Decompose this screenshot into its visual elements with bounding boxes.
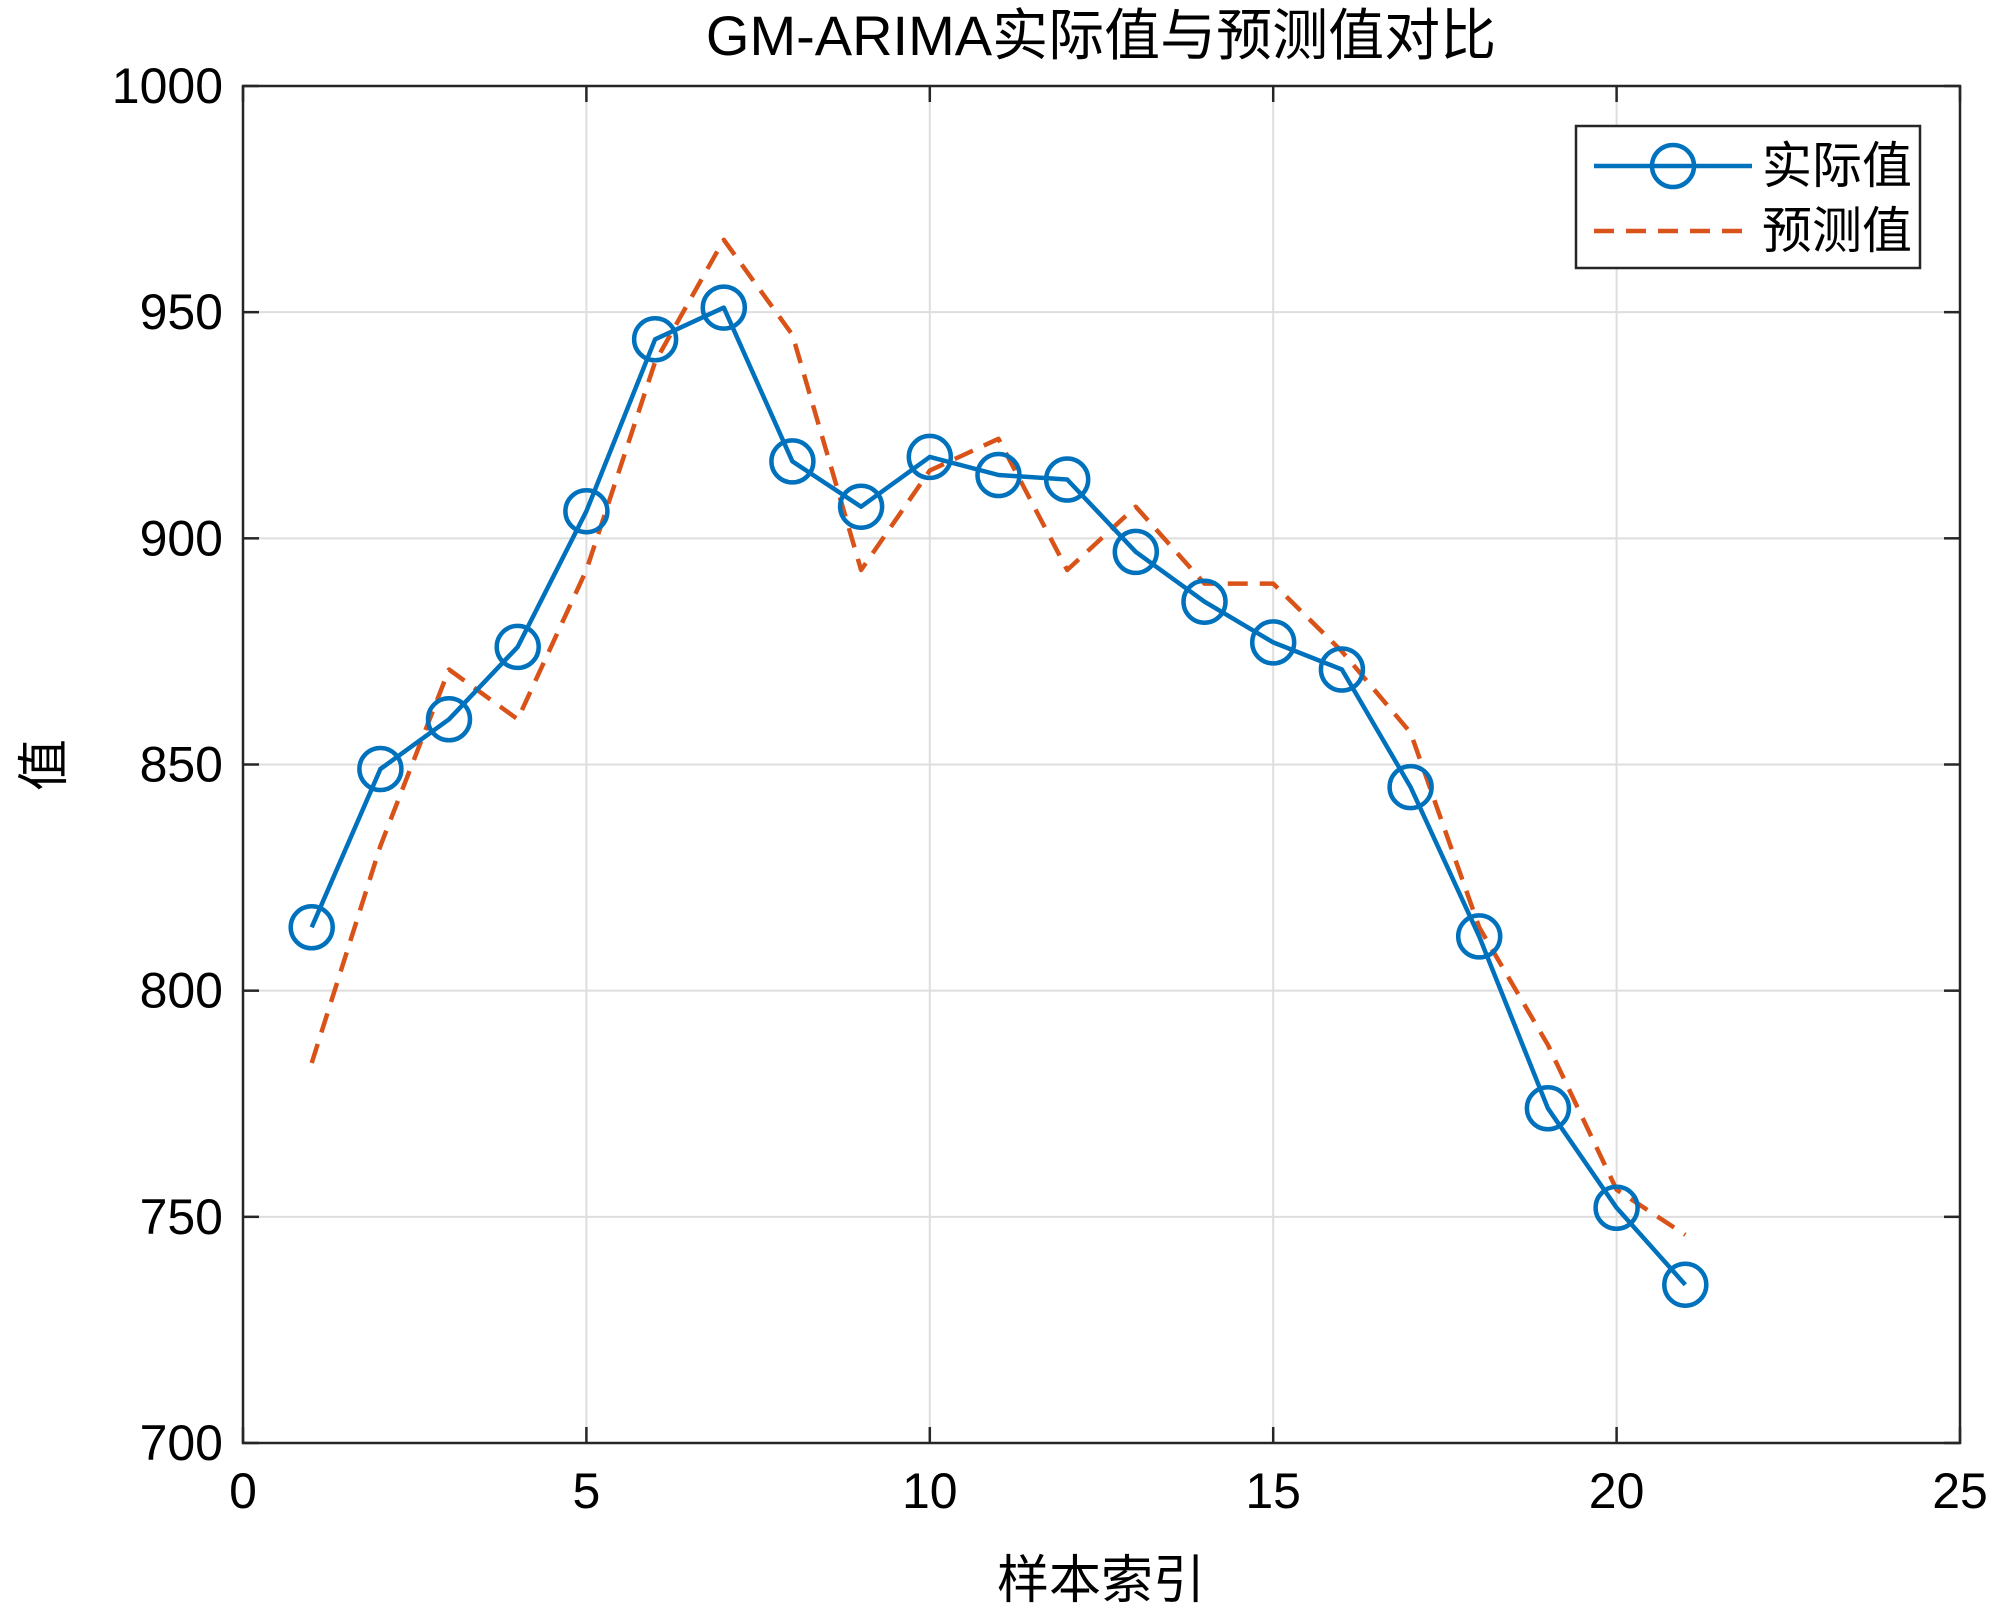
chart-title: GM-ARIMA实际值与预测值对比 bbox=[706, 4, 1496, 67]
data-point-actual bbox=[1112, 528, 1160, 576]
x-tick-label: 25 bbox=[1932, 1463, 1988, 1519]
data-point-actual bbox=[1387, 763, 1434, 811]
y-tick-label: 700 bbox=[140, 1415, 223, 1471]
y-tick-label: 900 bbox=[140, 510, 223, 566]
data-point-actual bbox=[425, 696, 473, 743]
data-point-actual bbox=[1524, 1085, 1572, 1132]
legend: 实际值 预测值 bbox=[1574, 124, 1922, 270]
x-axis-label: 样本索引 bbox=[997, 1552, 1205, 1610]
data-point-actual bbox=[906, 433, 954, 481]
y-tick-label: 850 bbox=[140, 737, 223, 793]
data-point-actual bbox=[288, 904, 335, 951]
data-point-actual bbox=[1593, 1184, 1640, 1232]
x-tick-label: 10 bbox=[902, 1463, 958, 1519]
y-tick-label: 1000 bbox=[112, 58, 223, 114]
legend-marker-actual bbox=[1649, 142, 1697, 190]
x-tick-label: 15 bbox=[1245, 1463, 1301, 1519]
data-point-actual bbox=[1181, 578, 1228, 625]
data-point-actual bbox=[357, 745, 404, 793]
x-tick-label: 5 bbox=[572, 1463, 600, 1519]
data-point-actual bbox=[1318, 646, 1366, 693]
data-point-actual bbox=[494, 623, 541, 671]
series-line-predicted bbox=[309, 237, 1687, 1237]
data-point-actual bbox=[1249, 619, 1297, 666]
data-point-actual bbox=[1043, 456, 1091, 503]
x-tick-label: 20 bbox=[1589, 1463, 1645, 1519]
legend-label-predicted: 预测值 bbox=[1762, 203, 1912, 259]
data-point-actual bbox=[975, 451, 1022, 499]
data-point-actual bbox=[631, 316, 679, 363]
y-axis-label: 值 bbox=[16, 739, 74, 791]
data-point-actual bbox=[1662, 1261, 1709, 1308]
data-point-actual bbox=[700, 284, 748, 331]
y-tick-label: 750 bbox=[140, 1189, 223, 1245]
x-tick-label: 0 bbox=[229, 1463, 257, 1519]
y-tick-label: 950 bbox=[140, 284, 223, 340]
data-point-actual bbox=[563, 487, 610, 535]
data-point-actual bbox=[1455, 913, 1503, 960]
legend-box bbox=[1574, 124, 1922, 270]
series-line-actual bbox=[309, 305, 1687, 1287]
data-point-actual bbox=[769, 438, 816, 485]
series-group bbox=[288, 237, 1709, 1308]
data-point-actual bbox=[837, 483, 885, 530]
legend-label-actual: 实际值 bbox=[1762, 138, 1912, 194]
axis-ticks: 0 5 10 15 20 25 700 750 800 850 900 950 1000 bbox=[112, 58, 1988, 1519]
y-tick-label: 800 bbox=[140, 963, 223, 1019]
